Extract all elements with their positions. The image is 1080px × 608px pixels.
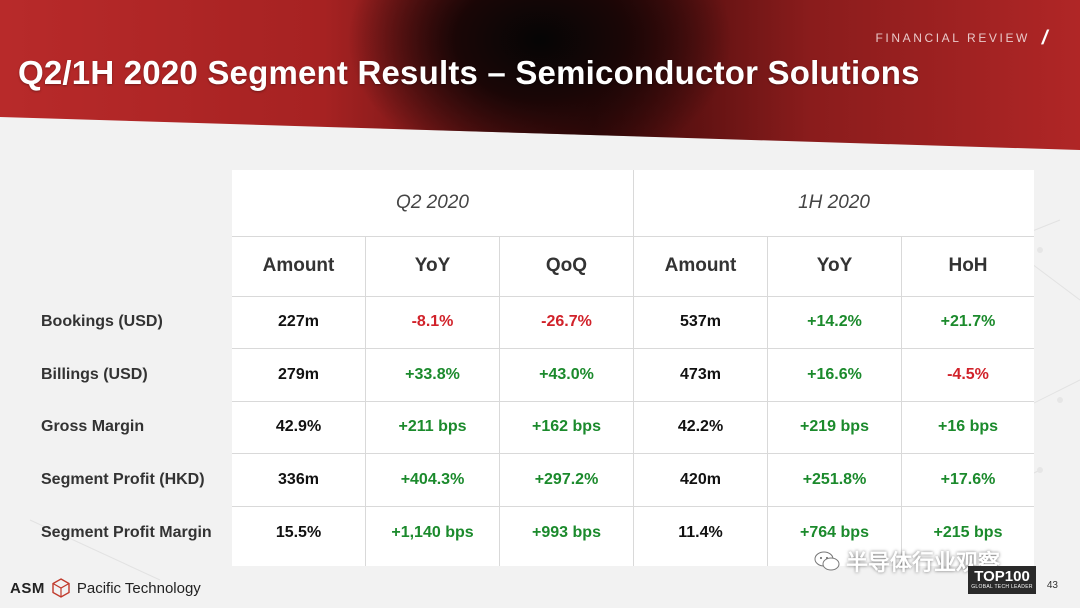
period-header-1h: 1H 2020 [798,192,870,213]
section-kicker: FINANCIAL REVIEW [875,31,1030,45]
table-cell: +16 bps [937,418,999,435]
row-label: Segment Profit (HKD) [41,470,205,488]
table-cell: +33.8% [405,365,460,383]
divider [365,236,366,566]
table-cell: +764 bps [800,523,869,541]
table-cell: +1,140 bps [391,523,474,541]
badge-subtitle: GLOBAL TECH LEADER [971,584,1033,590]
table-cell: +21.7% [940,313,996,330]
row-label: Billings (USD) [41,365,148,383]
table-cell: +251.8% [802,470,867,488]
column-header: Amount [262,255,335,276]
table-cell: 336m [278,470,319,488]
table-cell: 42.9% [275,418,322,435]
table-cell: 227m [278,313,319,330]
divider [767,236,768,566]
column-header: YoY [816,255,853,276]
table-cell: +14.2% [807,313,862,330]
table-cell: +211 bps [398,418,467,435]
logo-asm-text: ASM [10,579,45,597]
table-cell: 15.5% [275,523,322,541]
table-cell: +215 bps [933,523,1003,541]
table-cell: 42.2% [677,418,724,435]
company-logo: ASM Pacific Technology [10,578,201,598]
badge-title: TOP100 [974,568,1030,585]
table-cell: +162 bps [532,418,601,435]
table-cell: 537m [680,313,721,330]
column-header: HoH [948,255,988,276]
column-header: QoQ [545,255,588,276]
table-cell: +16.6% [807,365,862,383]
table-cell: -4.5% [947,365,989,383]
table-cell: +43.0% [539,365,594,383]
watermark: 半导体行业观察 [814,545,1000,577]
page-number: 43 [1046,580,1058,591]
column-header: YoY [414,255,451,276]
divider [901,236,902,566]
table-cell: +404.3% [400,470,465,488]
wechat-icon [814,551,840,571]
cube-logo-icon [52,578,70,598]
divider [633,170,634,566]
table-cell: 473m [680,365,721,383]
table-cell: 279m [278,365,319,383]
row-label: Segment Profit Margin [41,523,212,541]
table-cell: +17.6% [940,470,996,488]
table-cell: -8.1% [411,313,454,330]
divider [499,236,500,566]
table-cell: +993 bps [532,523,601,541]
logo-pacific-text: Pacific Technology [76,579,201,597]
table-cell: +297.2% [534,470,599,488]
table-cell: -26.7% [541,313,592,330]
top100-badge: TOP100 GLOBAL TECH LEADER [968,566,1036,594]
period-header-q2: Q2 2020 [396,192,469,213]
results-table: Q2 2020 1H 2020 Amount YoY QoQ Amount Yo… [0,170,1080,566]
table-cell: 11.4% [678,523,723,541]
table-cell: +219 bps [800,418,869,435]
column-header: Amount [664,255,737,276]
page-title: Q2/1H 2020 Segment Results – Semiconduct… [18,54,920,91]
row-label: Bookings (USD) [41,313,163,330]
table-cell: 420m [680,470,721,488]
row-label: Gross Margin [41,418,145,435]
